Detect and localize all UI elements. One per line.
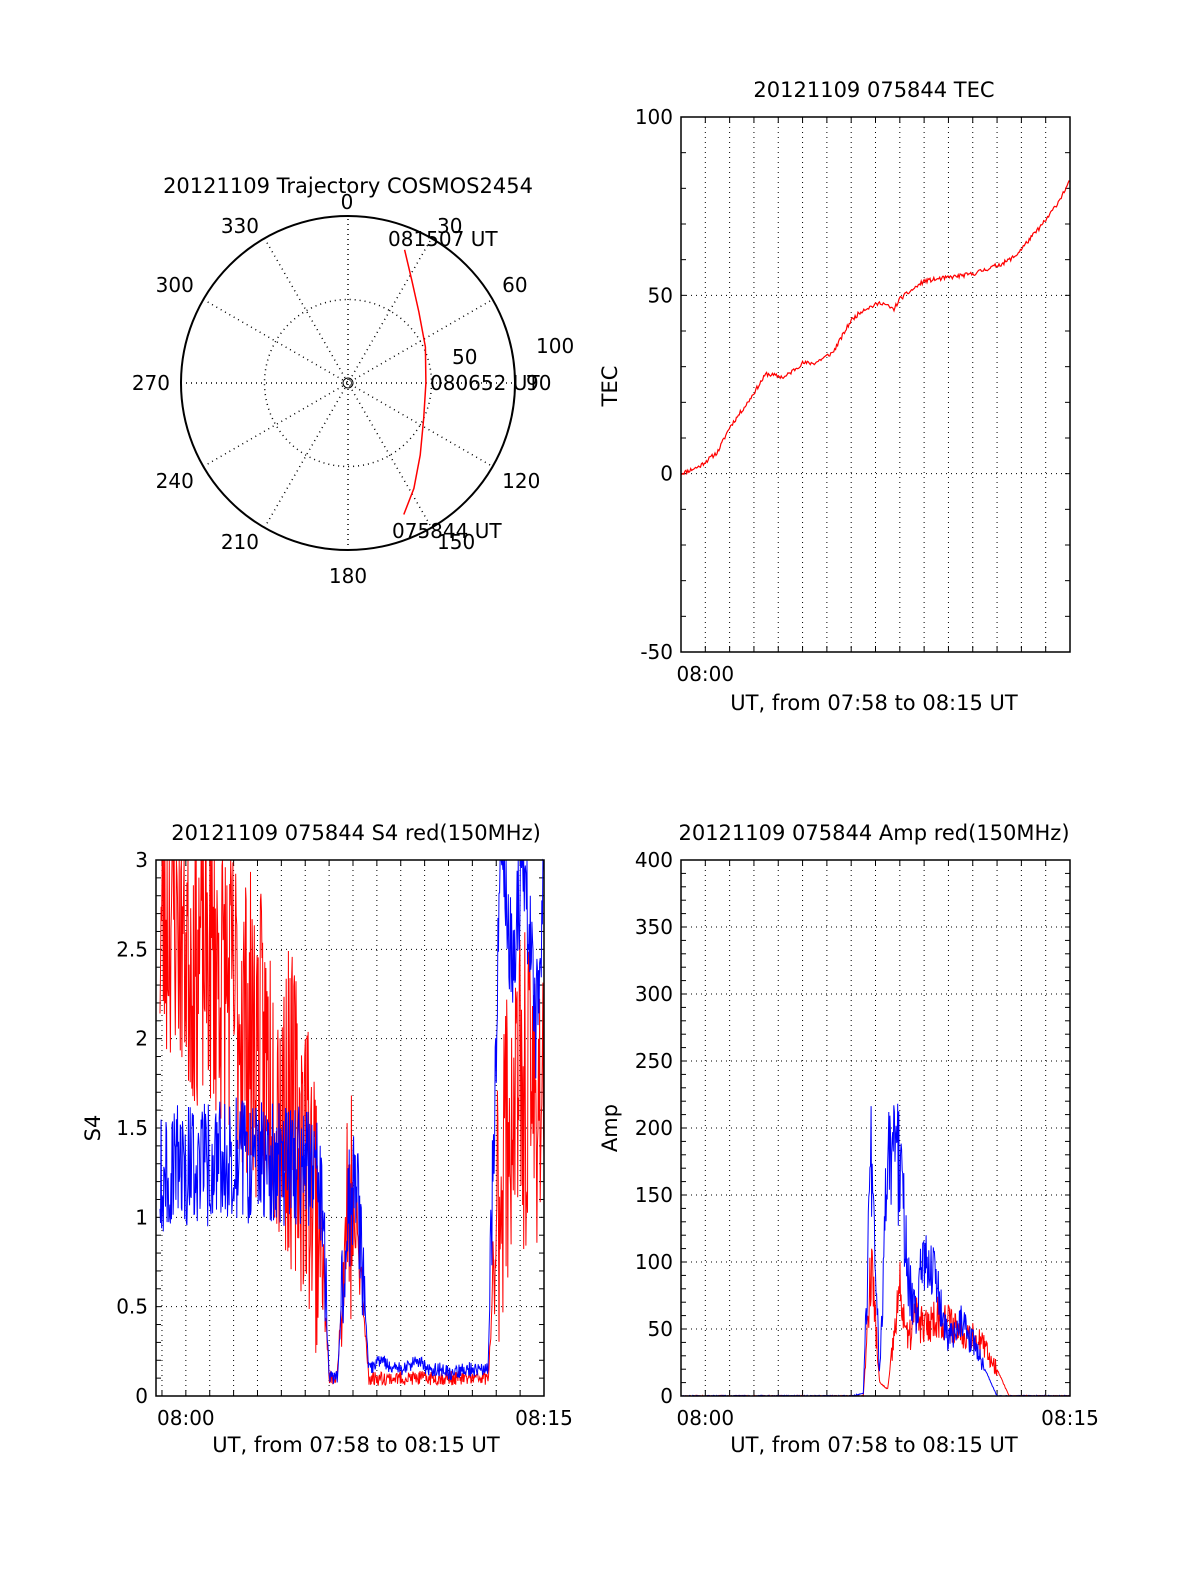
- x-tick-label: 08:15: [515, 1406, 573, 1430]
- azimuth-label-270: 270: [132, 371, 170, 395]
- y-tick-label: 1.5: [116, 1116, 148, 1140]
- y-tick-label: 0: [135, 1384, 148, 1408]
- y-tick-label: 250: [635, 1049, 673, 1073]
- azimuth-label-300: 300: [156, 273, 194, 297]
- trajectory-start-time-label: 075844 UT: [392, 519, 502, 543]
- azimuth-label-150: 150: [437, 530, 475, 554]
- radial-label-50: 50: [452, 345, 477, 369]
- y-tick-label: 350: [635, 915, 673, 939]
- y-tick-label: 300: [635, 982, 673, 1006]
- s4-plot-area: 0 0.5 1 1.5 2 2.5 3 08:00 08:15: [116, 848, 573, 1430]
- y-tick-label: 0: [660, 462, 673, 486]
- plot-frame: [680, 116, 1071, 653]
- azimuth-label-90: 90: [526, 371, 551, 395]
- s4-xlabel: UT, from 07:58 to 08:15 UT: [212, 1433, 500, 1457]
- y-tick-label: 0: [660, 1384, 673, 1408]
- azimuth-label-30: 30: [437, 214, 462, 238]
- s4-title: 20121109 075844 S4 red(150MHz): [171, 821, 541, 845]
- trajectory-title: 20121109 Trajectory COSMOS2454: [163, 174, 533, 198]
- y-tick-label: 50: [648, 283, 673, 307]
- amp-plot-area: 0 50 100 150 200 250 300 350 400 08:00 08:15: [635, 848, 1099, 1430]
- polar-grid: [180, 215, 516, 551]
- azimuth-label-60: 60: [502, 273, 527, 297]
- azimuth-label-180: 180: [329, 564, 367, 588]
- azimuth-label-330: 330: [221, 214, 259, 238]
- y-tick-label: 1: [135, 1205, 148, 1229]
- polar-spoke: [202, 298, 494, 468]
- amp-panel: 20121109 075844 Amp red(150MHz) 0 50 100 15…: [598, 821, 1099, 1457]
- y-tick-label: 100: [635, 1250, 673, 1274]
- amp-title: 20121109 075844 Amp red(150MHz): [678, 821, 1069, 845]
- polar-spoke: [263, 237, 433, 529]
- y-tick-label: 2: [135, 1027, 148, 1051]
- y-tick-label: 3: [135, 848, 148, 872]
- trajectory-series: [403, 249, 427, 515]
- y-tick-label: 2.5: [116, 937, 148, 961]
- tec-plot-area: -50 0 50 100 08:00: [635, 105, 1071, 686]
- y-tick-label: 100: [635, 105, 673, 129]
- amp-xlabel: UT, from 07:58 to 08:15 UT: [730, 1433, 1018, 1457]
- series-line-red: [680, 180, 1071, 476]
- polar-center-mark: [342, 377, 354, 389]
- y-tick-label: 150: [635, 1183, 673, 1207]
- azimuth-label-210: 210: [221, 530, 259, 554]
- azimuth-label-120: 120: [502, 469, 540, 493]
- polar-azimuth-labels: 0 30 60 90 120 150 180 210 240 270 300 330: [132, 190, 552, 588]
- polar-spoke: [263, 237, 433, 529]
- x-tick-label: 08:00: [157, 1406, 215, 1430]
- series-line-blue: [159, 858, 545, 1384]
- plot-frame: [680, 859, 1071, 1397]
- tec-title: 20121109 075844 TEC: [753, 78, 994, 102]
- y-tick-label: 50: [648, 1317, 673, 1341]
- tec-ylabel: TEC: [598, 366, 622, 408]
- series-line-blue: [681, 1103, 1071, 1397]
- x-tick-label: 08:15: [1041, 1406, 1099, 1430]
- series-line-red: [159, 859, 545, 1387]
- trajectory-panel: 20121109 Trajectory COSMOS2454 0 30 60 90 12…: [132, 174, 574, 588]
- plot-frame: [155, 859, 545, 1397]
- s4-ylabel: S4: [81, 1115, 105, 1142]
- tec-panel: 20121109 075844 TEC -50 0 50 100 08:00 UT, f…: [598, 78, 1071, 715]
- polar-spoke: [202, 298, 494, 468]
- x-tick-label: 08:00: [676, 1406, 734, 1430]
- amp-ylabel: Amp: [598, 1104, 622, 1152]
- azimuth-label-240: 240: [156, 469, 194, 493]
- tec-xlabel: UT, from 07:58 to 08:15 UT: [730, 691, 1018, 715]
- y-tick-label: 200: [635, 1116, 673, 1140]
- y-tick-label: -50: [640, 640, 673, 664]
- s4-panel: 20121109 075844 S4 red(150MHz) 0 0.5 1 1.5 2…: [81, 821, 573, 1457]
- x-tick-label: 08:00: [676, 662, 734, 686]
- y-tick-label: 400: [635, 848, 673, 872]
- trajectory-middle-time-label: 080652 UT: [430, 371, 540, 395]
- radial-label-100: 100: [536, 334, 574, 358]
- trajectory-line: [403, 249, 427, 515]
- trajectory-end-time-label: 081507 UT: [388, 227, 498, 251]
- azimuth-label-0: 0: [341, 190, 354, 214]
- y-tick-label: 0.5: [116, 1295, 148, 1319]
